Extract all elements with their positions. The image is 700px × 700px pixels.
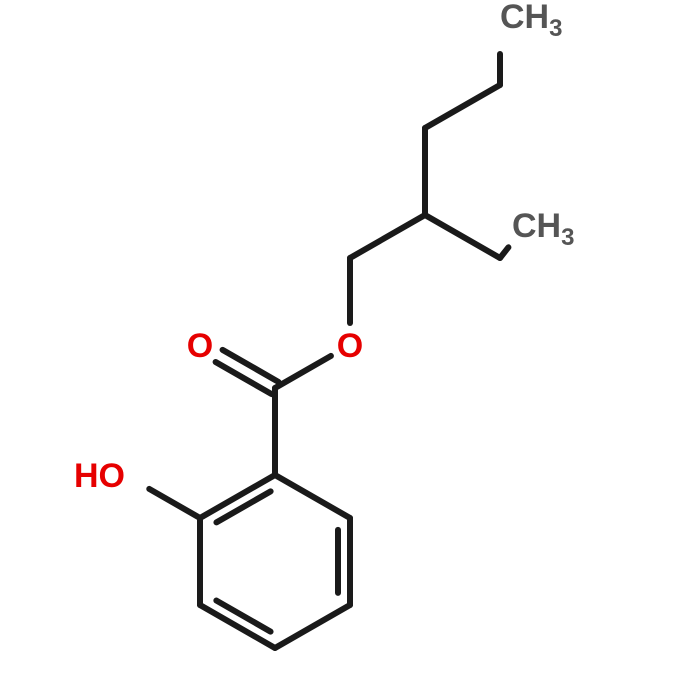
svg-text:O: O: [337, 327, 363, 365]
chemical-structure: O O HO CH3 CH3: [0, 0, 700, 700]
svg-text:CH3: CH3: [512, 207, 574, 251]
svg-text:HO: HO: [74, 457, 125, 495]
svg-text:CH3: CH3: [500, 0, 562, 42]
svg-text:O: O: [187, 327, 213, 365]
